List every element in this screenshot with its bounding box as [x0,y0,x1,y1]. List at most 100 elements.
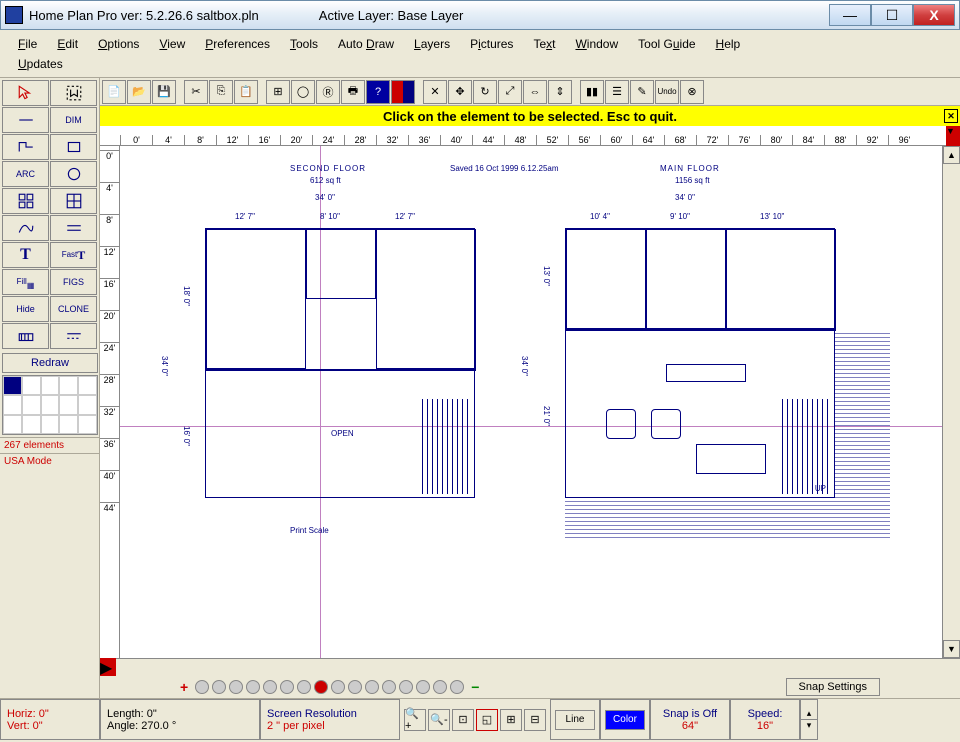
tb-undo[interactable]: Undo [655,80,679,104]
vertical-scrollbar[interactable]: ▲ ▼ [942,146,960,658]
layer-6[interactable] [280,680,294,694]
snap-settings-button[interactable]: Snap Settings [786,678,881,696]
tb-save[interactable]: 💾 [152,80,176,104]
tool-rect[interactable] [50,134,97,160]
tb-new[interactable]: 📄 [102,80,126,104]
zoom-in[interactable]: 🔍+ [404,709,426,731]
saved-label: Saved 16 Oct 1999 6.12.25am [450,164,559,173]
layer-9[interactable] [331,680,345,694]
line-style[interactable]: Line [555,710,595,730]
zoom-window[interactable]: ◱ [476,709,498,731]
tb-x[interactable]: ✕ [423,80,447,104]
horizontal-scrollbar[interactable] [116,658,960,676]
tool-polyline[interactable] [2,134,49,160]
layer-13[interactable] [399,680,413,694]
tb-cols[interactable]: ▮▮ [580,80,604,104]
tool-pointer[interactable] [2,80,49,106]
layer-4[interactable] [246,680,260,694]
deck-bottom [565,498,890,538]
menu-window[interactable]: Window [565,35,628,53]
tb-rows[interactable]: ☰ [605,80,629,104]
layer-5[interactable] [263,680,277,694]
tb-help[interactable]: ? [366,80,390,104]
layer-15[interactable] [433,680,447,694]
tool-fast-text[interactable]: FastT [50,242,97,268]
layer-2[interactable] [212,680,226,694]
titlebar: Home Plan Pro ver: 5.2.26.6 saltbox.pln … [0,0,960,30]
zoom-controls: 🔍+ 🔍- ⊡ ◱ ⊞ ⊟ [400,699,550,740]
layer-add[interactable]: + [180,679,188,695]
menu-tools[interactable]: Tools [280,35,328,53]
window-title: Home Plan Pro ver: 5.2.26.6 saltbox.pln [29,8,259,23]
layer-8[interactable] [314,680,328,694]
close-button[interactable]: X [913,4,955,26]
menu-preferences[interactable]: Preferences [195,35,280,53]
color-swatch[interactable]: Color [605,710,645,730]
tb-move[interactable]: ✥ [448,80,472,104]
tool-grid2[interactable] [50,188,97,214]
menu-toolguide[interactable]: Tool Guide [628,35,705,53]
tool-hide[interactable]: Hide [2,296,49,322]
layer-11[interactable] [365,680,379,694]
tool-circle[interactable] [50,161,97,187]
tool-line[interactable] [2,107,49,133]
tb-paste[interactable]: 📋 [234,80,258,104]
tool-dashline[interactable] [50,323,97,349]
tb-grid[interactable]: ⊞ [266,80,290,104]
menu-text[interactable]: Text [523,35,565,53]
menu-help[interactable]: Help [706,35,751,53]
layer-12[interactable] [382,680,396,694]
tool-text[interactable]: T [2,242,49,268]
tb-open[interactable]: 📂 [127,80,151,104]
tool-figs[interactable]: FIGS [50,269,97,295]
tool-grid1[interactable] [2,188,49,214]
redraw-button[interactable]: Redraw [2,353,98,373]
tb-vflip[interactable]: ⇕ [548,80,572,104]
status-snap[interactable]: Snap is Off 64" [650,699,730,740]
layer-10[interactable] [348,680,362,694]
tb-copy[interactable]: ⎘ [209,80,233,104]
tb-redo[interactable]: ⊗ [680,80,704,104]
tool-curve[interactable] [2,215,49,241]
zoom-out[interactable]: 🔍- [428,709,450,731]
tb-r[interactable]: Ⓡ [316,80,340,104]
layer-1[interactable] [195,680,209,694]
layer-7[interactable] [297,680,311,694]
tb-scale[interactable]: ⤢ [498,80,522,104]
minimize-button[interactable]: — [829,4,871,26]
tb-rotate[interactable]: ↻ [473,80,497,104]
menu-updates[interactable]: Updates [8,55,73,73]
layer-3[interactable] [229,680,243,694]
menu-autodraw[interactable]: Auto Draw [328,35,404,53]
tool-dim[interactable]: DIM [50,107,97,133]
layer-14[interactable] [416,680,430,694]
tb-exit[interactable] [391,80,415,104]
tool-clone[interactable]: CLONE [50,296,97,322]
zoom-fit[interactable]: ⊡ [452,709,474,731]
tool-select-area[interactable] [50,80,97,106]
layer-16[interactable] [450,680,464,694]
zoom-pan[interactable]: ⊟ [524,709,546,731]
tb-edit[interactable]: ✎ [630,80,654,104]
drawing-canvas[interactable]: Saved 16 Oct 1999 6.12.25am SECOND FLOOR… [120,146,942,658]
tb-print[interactable]: 🖶 [341,80,365,104]
tb-hflip[interactable]: ⇔ [523,80,547,104]
menu-layers[interactable]: Layers [404,35,460,53]
tb-circle[interactable]: ◯ [291,80,315,104]
maximize-button[interactable]: ☐ [871,4,913,26]
menu-options[interactable]: Options [88,35,149,53]
tool-arc[interactable]: ARC [2,161,49,187]
tool-hatch[interactable] [2,323,49,349]
hint-close[interactable]: ✕ [944,109,958,123]
color-palette[interactable] [2,375,98,435]
menu-file[interactable]: File [8,35,47,53]
zoom-prev[interactable]: ⊞ [500,709,522,731]
tool-parallel[interactable] [50,215,97,241]
tool-fill[interactable]: Fill▦ [2,269,49,295]
tb-cut[interactable]: ✂ [184,80,208,104]
menu-pictures[interactable]: Pictures [460,35,523,53]
menu-edit[interactable]: Edit [47,35,88,53]
layer-remove[interactable]: − [471,679,479,695]
menu-view[interactable]: View [149,35,195,53]
speed-spinner[interactable]: ▴ ▾ [800,699,818,740]
